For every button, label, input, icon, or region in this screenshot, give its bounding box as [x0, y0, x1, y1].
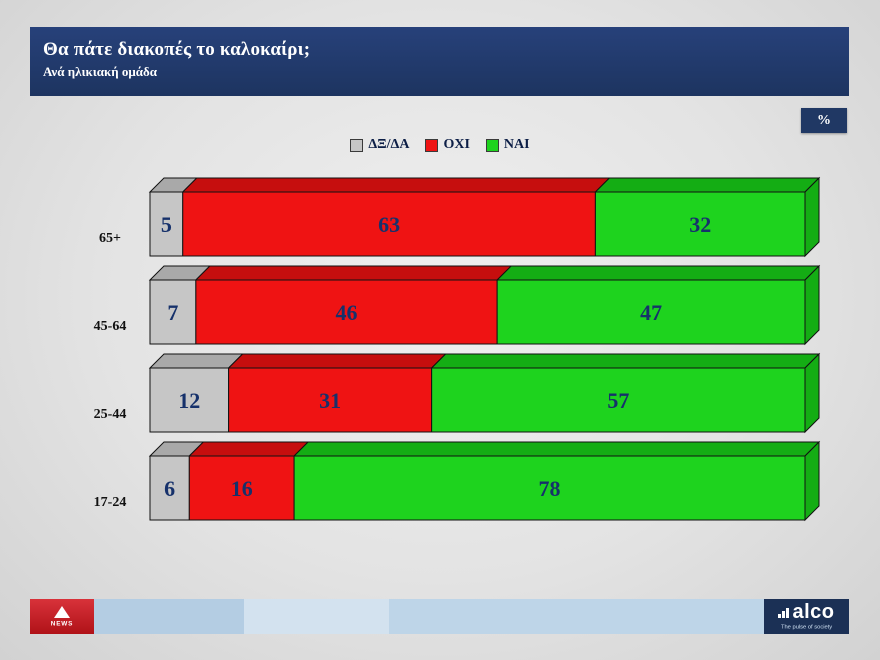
legend-swatch — [350, 138, 364, 152]
page-title: Θα πάτε διακοπές το καλοκαίρι; — [43, 39, 311, 60]
bar-top-face — [594, 177, 821, 193]
bar-top-face — [194, 265, 513, 281]
bar-value-label: 32 — [689, 212, 711, 237]
bar-side-face — [804, 440, 820, 522]
category-label: 25-44 — [94, 407, 127, 422]
category-label: 45-64 — [94, 319, 127, 334]
bar-value-label: 7 — [167, 300, 178, 325]
bar-value-label: 78 — [539, 476, 561, 501]
bar-side-face — [804, 176, 820, 258]
bar-segment — [182, 191, 596, 257]
bar-value-label: 31 — [319, 388, 341, 413]
bar-top-face — [430, 353, 821, 369]
bar-value-label: 16 — [231, 476, 253, 501]
bar-side-face — [804, 264, 820, 346]
legend-item: ΝΑΙ — [485, 137, 530, 153]
category-label: 65+ — [99, 231, 121, 246]
alco-logo: alco The pulse of society — [764, 599, 849, 634]
category-label: 17-24 — [94, 495, 127, 510]
chart-area: 5 63 32 65+ 7 46 47 45-64 12 31 57 25-44 6 16 78 17-24 — [60, 168, 850, 548]
legend-item: ΟΧΙ — [425, 137, 470, 153]
page-subtitle: Ανά ηλικιακή ομάδα — [43, 64, 158, 79]
bar-chart-svg: 5 63 32 65+ 7 46 47 45-64 12 31 57 25-44 6 16 78 17-24 — [94, 176, 821, 522]
bar-value-label: 47 — [640, 300, 662, 325]
legend-item: ΔΞ/ΔΑ — [350, 137, 409, 153]
bar-value-label: 5 — [161, 212, 172, 237]
legend-label: ΝΑΙ — [503, 137, 530, 152]
bar-segment — [496, 279, 806, 345]
bar-top-face — [227, 353, 447, 369]
bar-value-label: 63 — [378, 212, 400, 237]
bar-value-label: 57 — [607, 388, 629, 413]
bar-value-label: 46 — [336, 300, 358, 325]
bar-segment — [195, 279, 498, 345]
percent-badge: % — [801, 108, 847, 133]
bar-value-label: 12 — [178, 388, 200, 413]
bar-side-face — [804, 352, 820, 434]
footer-strip-3 — [389, 599, 764, 634]
footer-strip-2 — [244, 599, 389, 634]
bar-value-label: 6 — [164, 476, 175, 501]
bar-segment — [228, 367, 433, 433]
alco-logo-row: alco — [778, 602, 834, 622]
legend-label: ΟΧΙ — [443, 137, 470, 152]
bar-segment — [431, 367, 806, 433]
bar-top-face — [181, 177, 611, 193]
news-logo-label: NEWS — [50, 619, 74, 627]
bar-segment — [188, 455, 295, 521]
bar-top-face — [148, 353, 244, 369]
bar-top-face — [188, 441, 310, 457]
bar-segment — [293, 455, 806, 521]
footer: NEWS alco The pulse of society — [0, 599, 880, 634]
bar-segment — [594, 191, 806, 257]
legend-swatch — [485, 138, 499, 152]
legend: ΔΞ/ΔΑ ΟΧΙ ΝΑΙ — [0, 137, 880, 153]
legend-swatch — [425, 138, 439, 152]
news-logo-icon — [54, 605, 70, 618]
alco-bars-icon — [778, 608, 790, 622]
footer-strip-1 — [94, 599, 244, 634]
bar-top-face — [495, 265, 821, 281]
news-logo: NEWS — [30, 599, 94, 634]
alco-logo-text: alco — [792, 601, 835, 623]
header: Θα πάτε διακοπές το καλοκαίρι; Ανά ηλικι… — [30, 27, 849, 96]
bar-top-face — [292, 441, 821, 457]
legend-label: ΔΞ/ΔΑ — [368, 137, 410, 152]
alco-tagline: The pulse of society — [780, 623, 833, 630]
